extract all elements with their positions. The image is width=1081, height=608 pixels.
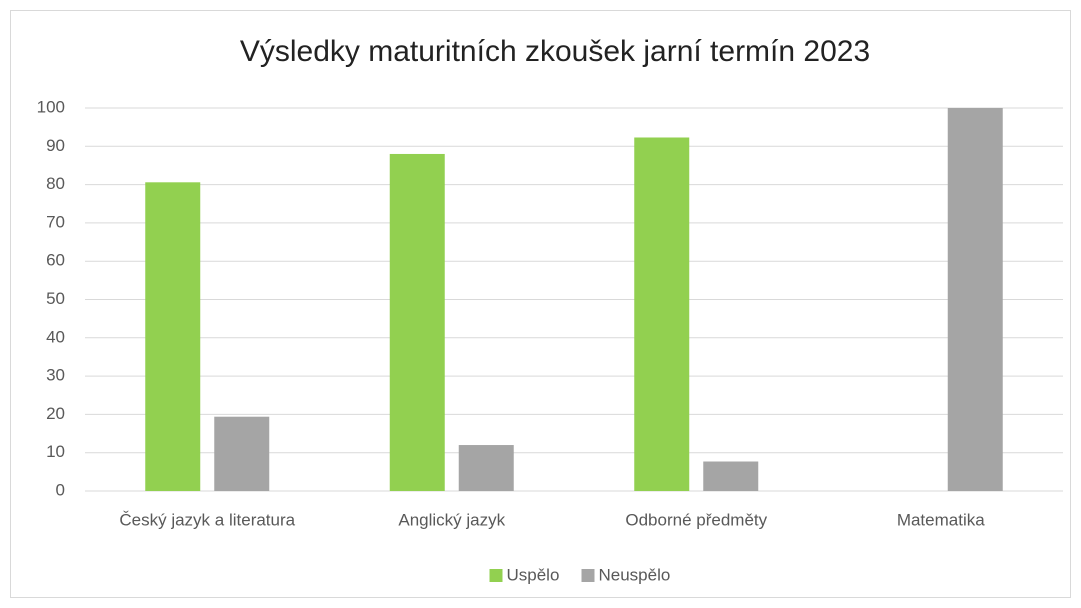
bar [145,182,201,491]
y-tick-label: 100 [37,97,65,116]
x-tick-label: Český jazyk a literatura [119,510,295,529]
x-tick-label: Matematika [897,510,985,529]
legend-swatch [581,569,595,582]
y-tick-label: 20 [46,404,65,423]
y-tick-label: 50 [46,289,65,308]
x-tick-label: Anglický jazyk [398,510,505,529]
legend-label: Uspělo [507,565,560,584]
bar [214,416,270,491]
y-tick-label: 40 [46,327,65,346]
bar [389,153,445,491]
legend-label: Neuspělo [599,565,671,584]
y-tick-label: 80 [46,174,65,193]
y-tick-label: 70 [46,212,65,231]
y-tick-label: 30 [46,366,65,385]
chart-title: Výsledky maturitních zkoušek jarní termí… [240,35,870,68]
x-tick-label: Odborné předměty [625,510,767,529]
bar [703,461,759,491]
legend-swatch [489,569,503,582]
bar [634,137,690,491]
y-tick-label: 0 [56,480,65,499]
y-tick-label: 90 [46,136,65,155]
bar [947,108,1003,491]
y-tick-label: 60 [46,251,65,270]
y-tick-label: 10 [46,442,65,461]
bar [458,445,514,491]
